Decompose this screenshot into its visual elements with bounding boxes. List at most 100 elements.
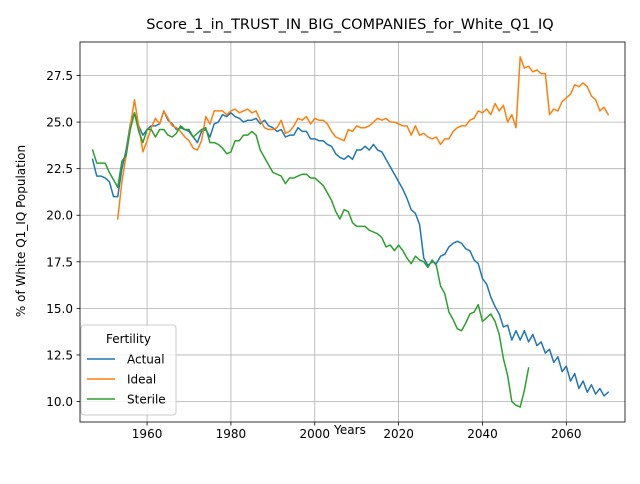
y-tick-label: 22.5 <box>46 162 73 176</box>
data-point-ideal <box>217 109 220 112</box>
data-point-ideal <box>254 109 257 112</box>
data-point-actual <box>317 139 320 142</box>
data-point-sterile <box>338 217 341 220</box>
data-point-ideal <box>322 119 325 122</box>
data-point-actual <box>355 148 358 151</box>
data-point-sterile <box>91 148 94 151</box>
data-point-actual <box>514 329 517 332</box>
data-point-sterile <box>330 199 333 202</box>
data-point-actual <box>460 242 463 245</box>
data-point-actual <box>577 387 580 390</box>
data-point-actual <box>154 124 157 127</box>
data-point-ideal <box>602 106 605 109</box>
data-point-ideal <box>447 137 450 140</box>
x-tick-label: 2040 <box>467 427 498 441</box>
data-point-ideal <box>586 85 589 88</box>
data-point-sterile <box>108 171 111 174</box>
data-point-sterile <box>150 128 153 131</box>
data-point-sterile <box>527 366 530 369</box>
data-point-ideal <box>154 117 157 120</box>
data-point-actual <box>468 249 471 252</box>
data-point-sterile <box>435 264 438 267</box>
data-point-actual <box>326 143 329 146</box>
data-point-ideal <box>506 121 509 124</box>
data-point-sterile <box>263 156 266 159</box>
data-point-sterile <box>523 389 526 392</box>
legend: Fertility ActualIdealSterile <box>81 325 176 415</box>
data-point-actual <box>275 130 278 133</box>
data-point-ideal <box>158 122 161 125</box>
data-point-ideal <box>489 113 492 116</box>
data-point-ideal <box>238 111 241 114</box>
data-point-ideal <box>313 117 316 120</box>
data-point-actual <box>456 240 459 243</box>
data-point-ideal <box>452 130 455 133</box>
data-point-ideal <box>389 121 392 124</box>
data-point-sterile <box>452 318 455 321</box>
data-point-actual <box>363 145 366 148</box>
data-point-actual <box>280 128 283 131</box>
data-point-sterile <box>192 135 195 138</box>
data-point-actual <box>452 242 455 245</box>
data-point-ideal <box>225 113 228 116</box>
data-point-ideal <box>514 126 517 129</box>
data-point-actual <box>418 223 421 226</box>
data-point-actual <box>108 180 111 183</box>
y-tick-label: 20.0 <box>46 209 73 223</box>
data-point-actual <box>405 197 408 200</box>
data-point-actual <box>443 253 446 256</box>
y-tick-label: 25.0 <box>46 116 73 130</box>
data-point-ideal <box>120 180 123 183</box>
data-point-sterile <box>154 135 157 138</box>
data-point-ideal <box>456 126 459 129</box>
data-point-sterile <box>305 173 308 176</box>
data-point-ideal <box>347 128 350 131</box>
data-point-ideal <box>510 113 513 116</box>
data-point-actual <box>598 387 601 390</box>
data-point-ideal <box>200 139 203 142</box>
data-point-sterile <box>120 160 123 163</box>
data-point-sterile <box>301 173 304 176</box>
data-point-ideal <box>229 109 232 112</box>
data-point-ideal <box>359 126 362 129</box>
data-point-ideal <box>338 137 341 140</box>
data-point-ideal <box>309 122 312 125</box>
data-point-sterile <box>187 128 190 131</box>
data-point-ideal <box>292 124 295 127</box>
data-point-sterile <box>254 134 257 137</box>
data-point-sterile <box>426 266 429 269</box>
data-point-actual <box>535 344 538 347</box>
data-point-actual <box>368 148 371 151</box>
data-point-sterile <box>431 258 434 261</box>
data-point-sterile <box>99 161 102 164</box>
data-point-actual <box>372 143 375 146</box>
data-point-actual <box>95 175 98 178</box>
data-point-ideal <box>133 98 136 101</box>
data-point-actual <box>347 154 350 157</box>
data-point-ideal <box>401 124 404 127</box>
data-point-ideal <box>380 119 383 122</box>
x-axis-label: Years <box>333 423 366 437</box>
data-point-ideal <box>481 111 484 114</box>
data-point-sterile <box>246 134 249 137</box>
data-point-sterile <box>259 148 262 151</box>
data-point-sterile <box>162 128 165 131</box>
data-point-ideal <box>162 109 165 112</box>
data-point-sterile <box>347 210 350 213</box>
data-point-sterile <box>372 230 375 233</box>
data-point-sterile <box>288 176 291 179</box>
data-point-ideal <box>573 83 576 86</box>
data-point-actual <box>586 391 589 394</box>
data-point-sterile <box>175 132 178 135</box>
data-point-actual <box>594 392 597 395</box>
data-point-actual <box>305 130 308 133</box>
data-point-actual <box>292 134 295 137</box>
data-point-ideal <box>363 126 366 129</box>
data-point-sterile <box>137 130 140 133</box>
data-point-ideal <box>187 139 190 142</box>
data-point-ideal <box>250 111 253 114</box>
data-point-actual <box>493 305 496 308</box>
data-point-ideal <box>544 72 547 75</box>
data-point-ideal <box>581 81 584 84</box>
data-point-actual <box>267 124 270 127</box>
